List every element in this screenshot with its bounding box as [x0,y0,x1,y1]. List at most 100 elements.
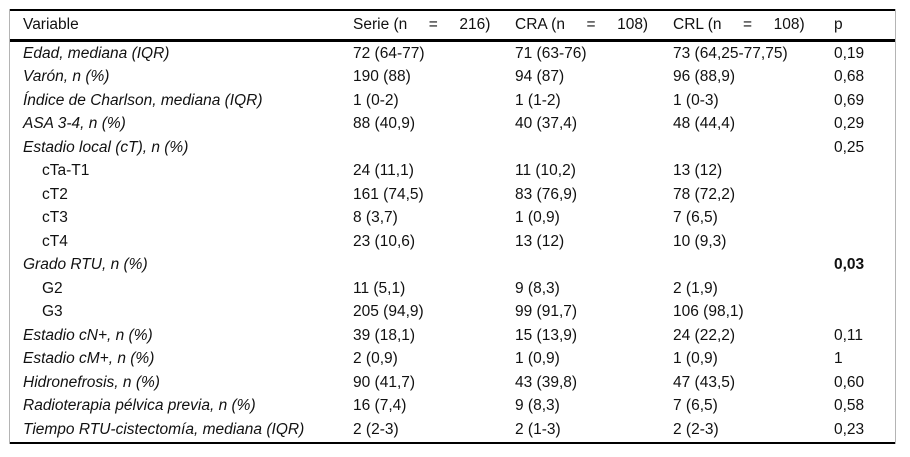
cell-p: 0,60 [834,373,865,391]
cell-serie: 190 (88) [353,68,411,86]
cell-variable: cT3 [42,209,68,227]
cell-crl: 1 (0,9) [673,350,718,368]
cell-variable: cT2 [42,185,68,203]
cell-crl: 2 (2-3) [660,418,821,444]
table-row: Tiempo RTU-cistectomía, mediana (IQR) 2 (… [10,418,895,444]
cell-serie: 24 (11,1) [353,162,414,180]
cell-serie: 2 (0,9) [353,350,398,368]
cell-serie: 1 (0-2) [353,91,399,109]
cell-crl: 47 (43,5) [673,373,736,391]
cell-p: 0,11 [834,326,864,344]
cell-serie: 205 (94,9) [353,303,424,321]
cell-variable: cT4 [42,232,68,250]
cell-variable: Edad, mediana (IQR) [23,44,170,62]
cell-serie: 161 (74,5) [353,185,424,203]
cell-crl: 1 (0-3) [673,91,719,109]
cell-p: 0,23 [821,418,895,444]
cell-cra: 13 (12) [515,232,565,250]
cell-cra: 9 (8,3) [515,279,560,297]
cell-p [821,207,895,231]
cell-crl: 10 (9,3) [673,232,727,250]
cell-cra: 2 (1-3) [502,418,660,444]
cell-crl: 48 (44,4) [673,115,736,133]
table-row: Estadio cN+, n (%) 39 (18,1) 15 (13,9) 24 (… [10,324,895,348]
cell-cra: 71 (63-76) [515,44,587,62]
table-row: ASA 3-4, n (%) 88 (40,9) 40 (37,4) 48 (44,4… [10,113,895,137]
cell-cra: 1 (1-2) [515,91,561,109]
cell-serie: 2 (2-3) [340,418,502,444]
cell-crl: 13 (12) [673,162,723,180]
table-body: Edad, mediana (IQR) 72 (64-77) 71 (63-76) 7… [10,41,895,444]
cell-crl: 7 (6,5) [673,397,718,415]
cell-crl: 106 (98,1) [673,303,744,321]
cell-p [821,160,895,184]
cell-crl [660,254,821,278]
cell-variable: G3 [42,303,63,321]
cell-cra: 15 (13,9) [515,326,578,344]
cell-cra: 40 (37,4) [515,115,578,133]
cell-serie: 23 (10,6) [353,232,416,250]
cell-variable: G2 [42,279,63,297]
table-row: Varón, n (%) 190 (88) 94 (87) 96 (88,9) 0,68 [10,66,895,90]
cell-serie: 72 (64-77) [353,44,425,62]
cell-variable: Varón, n (%) [23,68,110,86]
baseline-characteristics-table: Variable Serie (n = 216) CRA (n = 108) C… [9,9,896,444]
table-row: Estadio local (cT), n (%) 0,25 [10,136,895,160]
cell-variable: Estadio cN+, n (%) [23,326,153,344]
cell-p: 0,19 [834,44,865,62]
cell-variable: Estadio cM+, n (%) [23,350,155,368]
cell-p [821,183,895,207]
cell-cra: 1 (0,9) [515,350,560,368]
cell-serie [340,136,502,160]
col-header-p: p [821,9,895,42]
table-row: Radioterapia pélvica previa, n (%) 16 (7,… [10,395,895,419]
table-row: G3 205 (94,9) 99 (91,7) 106 (98,1) [10,301,895,325]
cell-cra [502,136,660,160]
table-row: Grado RTU, n (%) 0,03 [10,254,895,278]
cell-variable: Radioterapia pélvica previa, n (%) [23,397,256,415]
cell-p: 0,25 [834,138,865,156]
cell-serie: 88 (40,9) [353,115,416,133]
cell-cra: 43 (39,8) [515,373,578,391]
cell-cra: 9 (8,3) [515,397,560,415]
cell-variable: Tiempo RTU-cistectomía, mediana (IQR) [10,418,340,444]
cell-crl: 78 (72,2) [673,185,736,203]
cell-cra [502,254,660,278]
cell-variable: cTa-T1 [42,162,90,180]
cell-crl: 2 (1,9) [673,279,718,297]
col-header-variable: Variable [10,9,340,42]
cell-crl: 24 (22,2) [673,326,736,344]
cell-p: 0,69 [834,91,865,109]
table-row: cT2 161 (74,5) 83 (76,9) 78 (72,2) [10,183,895,207]
cell-cra: 94 (87) [515,68,565,86]
cell-cra: 83 (76,9) [515,185,578,203]
cell-p [821,277,895,301]
cell-serie: 16 (7,4) [353,397,407,415]
cell-variable: Índice de Charlson, mediana (IQR) [23,91,263,109]
table-row: cTa-T1 24 (11,1) 11 (10,2) 13 (12) [10,160,895,184]
cell-crl: 96 (88,9) [673,68,736,86]
cell-serie: 8 (3,7) [353,209,398,227]
cell-variable: ASA 3-4, n (%) [23,115,126,133]
cell-variable: Grado RTU, n (%) [23,256,148,274]
table-row: Estadio cM+, n (%) 2 (0,9) 1 (0,9) 1 (0,9) 1 [10,348,895,372]
cell-crl: 7 (6,5) [673,209,718,227]
cell-p: 0,29 [834,115,865,133]
col-header-serie: Serie (n = 216) [340,9,502,42]
stat-table: Variable Serie (n = 216) CRA (n = 108) C… [10,9,895,444]
table-row: Edad, mediana (IQR) 72 (64-77) 71 (63-76) 7… [10,41,895,66]
cell-p: 0,58 [834,397,865,415]
table-row: cT4 23 (10,6) 13 (12) 10 (9,3) [10,230,895,254]
cell-cra: 1 (0,9) [515,209,560,227]
table-row: G2 11 (5,1) 9 (8,3) 2 (1,9) [10,277,895,301]
table-row: cT3 8 (3,7) 1 (0,9) 7 (6,5) [10,207,895,231]
col-header-cra: CRA (n = 108) [502,9,660,42]
table-row: Índice de Charlson, mediana (IQR) 1 (0-2)… [10,89,895,113]
cell-cra: 99 (91,7) [515,303,578,321]
table-row: Hidronefrosis, n (%) 90 (41,7) 43 (39,8) 47… [10,371,895,395]
cell-serie: 11 (5,1) [353,279,406,297]
cell-p [821,301,895,325]
cell-p: 0,68 [834,68,865,86]
cell-p [821,230,895,254]
